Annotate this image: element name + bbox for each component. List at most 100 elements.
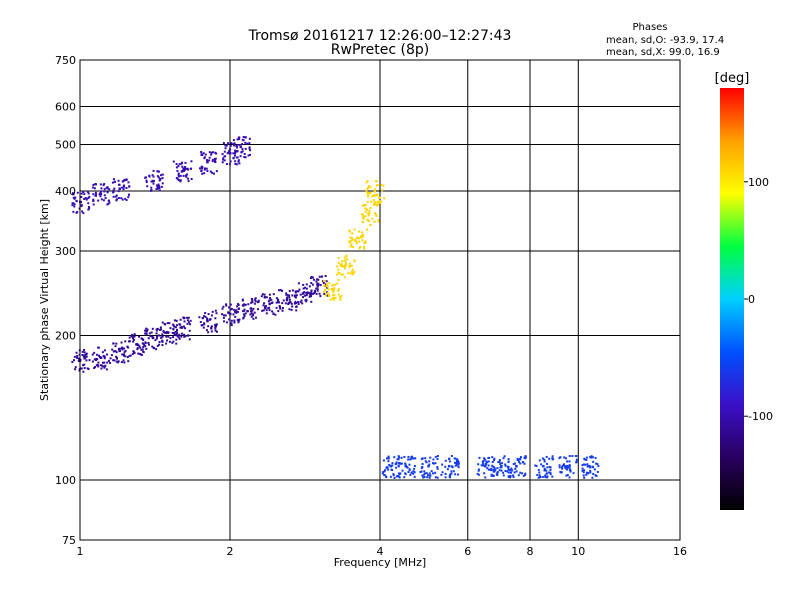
- data-point: [595, 462, 598, 465]
- data-point: [137, 344, 140, 347]
- data-point: [160, 174, 163, 177]
- data-point: [489, 468, 492, 471]
- data-point: [211, 158, 214, 161]
- data-point: [223, 320, 226, 323]
- data-point: [517, 474, 520, 477]
- data-point: [224, 144, 227, 147]
- data-point: [178, 337, 181, 340]
- data-point: [214, 323, 217, 326]
- data-point: [166, 322, 169, 325]
- data-point: [182, 169, 185, 172]
- data-point: [366, 201, 369, 204]
- data-point: [112, 178, 115, 181]
- data-point: [244, 147, 247, 150]
- data-point: [242, 310, 245, 313]
- data-point: [99, 195, 102, 198]
- data-point: [87, 208, 90, 211]
- data-point: [373, 188, 376, 191]
- data-point: [111, 181, 114, 184]
- data-point: [496, 467, 499, 470]
- data-point: [360, 231, 363, 234]
- data-point: [582, 463, 585, 466]
- data-point: [542, 464, 545, 468]
- data-point: [152, 169, 155, 172]
- data-point: [480, 464, 483, 467]
- data-point: [299, 301, 302, 304]
- data-point: [177, 172, 180, 175]
- data-point: [152, 182, 155, 185]
- colorbar: [720, 88, 744, 510]
- data-point: [242, 135, 245, 138]
- data-point: [541, 457, 544, 460]
- data-point: [267, 307, 270, 310]
- data-point: [477, 473, 480, 476]
- data-point: [374, 201, 377, 204]
- data-point: [142, 350, 145, 353]
- data-point: [496, 471, 499, 474]
- data-point: [493, 466, 496, 469]
- data-point: [278, 301, 281, 304]
- data-point: [117, 183, 120, 186]
- data-point: [321, 275, 324, 278]
- data-point: [74, 196, 77, 199]
- data-point: [363, 245, 366, 248]
- data-point: [87, 192, 90, 195]
- data-point: [428, 476, 431, 479]
- data-point: [164, 331, 167, 334]
- data-point: [538, 471, 541, 474]
- data-point: [392, 473, 395, 476]
- data-point: [507, 476, 510, 479]
- plot-frame: [79, 59, 681, 541]
- data-point: [188, 338, 191, 341]
- data-point: [190, 160, 193, 163]
- data-point: [244, 141, 247, 144]
- data-point: [167, 335, 170, 338]
- data-point: [457, 466, 460, 469]
- data-point: [172, 336, 175, 339]
- data-point: [141, 338, 144, 341]
- data-point: [304, 299, 307, 302]
- data-point: [243, 314, 246, 317]
- data-point: [397, 455, 400, 458]
- data-point: [399, 462, 402, 465]
- data-point: [244, 312, 247, 315]
- data-point: [275, 306, 278, 309]
- data-point: [147, 341, 150, 344]
- data-point: [448, 475, 451, 478]
- data-point: [75, 351, 78, 354]
- data-point: [92, 200, 95, 203]
- data-point: [114, 345, 117, 348]
- data-point: [477, 463, 480, 466]
- data-point: [327, 288, 330, 291]
- data-point: [484, 464, 487, 468]
- data-point: [369, 223, 372, 226]
- data-point: [179, 174, 182, 177]
- data-point: [102, 199, 105, 202]
- data-point: [279, 289, 282, 292]
- data-point: [121, 198, 124, 201]
- data-point: [286, 296, 289, 299]
- data-point: [364, 241, 367, 244]
- data-point: [172, 324, 175, 327]
- data-point: [502, 474, 505, 477]
- data-point: [85, 359, 88, 362]
- data-point: [206, 170, 209, 173]
- data-point: [421, 462, 424, 465]
- data-point: [261, 293, 264, 296]
- data-point: [199, 321, 202, 324]
- data-point: [82, 370, 85, 373]
- data-point: [348, 241, 351, 244]
- data-point: [175, 342, 178, 345]
- data-point: [92, 193, 95, 196]
- data-point: [232, 157, 235, 160]
- data-point: [366, 228, 369, 231]
- data-point: [80, 196, 83, 199]
- data-point: [310, 291, 313, 294]
- data-point: [364, 207, 367, 210]
- data-point: [427, 464, 430, 468]
- data-point: [172, 323, 175, 326]
- data-point: [187, 180, 190, 183]
- data-point: [126, 356, 129, 359]
- data-point: [177, 175, 180, 178]
- data-point: [94, 366, 97, 369]
